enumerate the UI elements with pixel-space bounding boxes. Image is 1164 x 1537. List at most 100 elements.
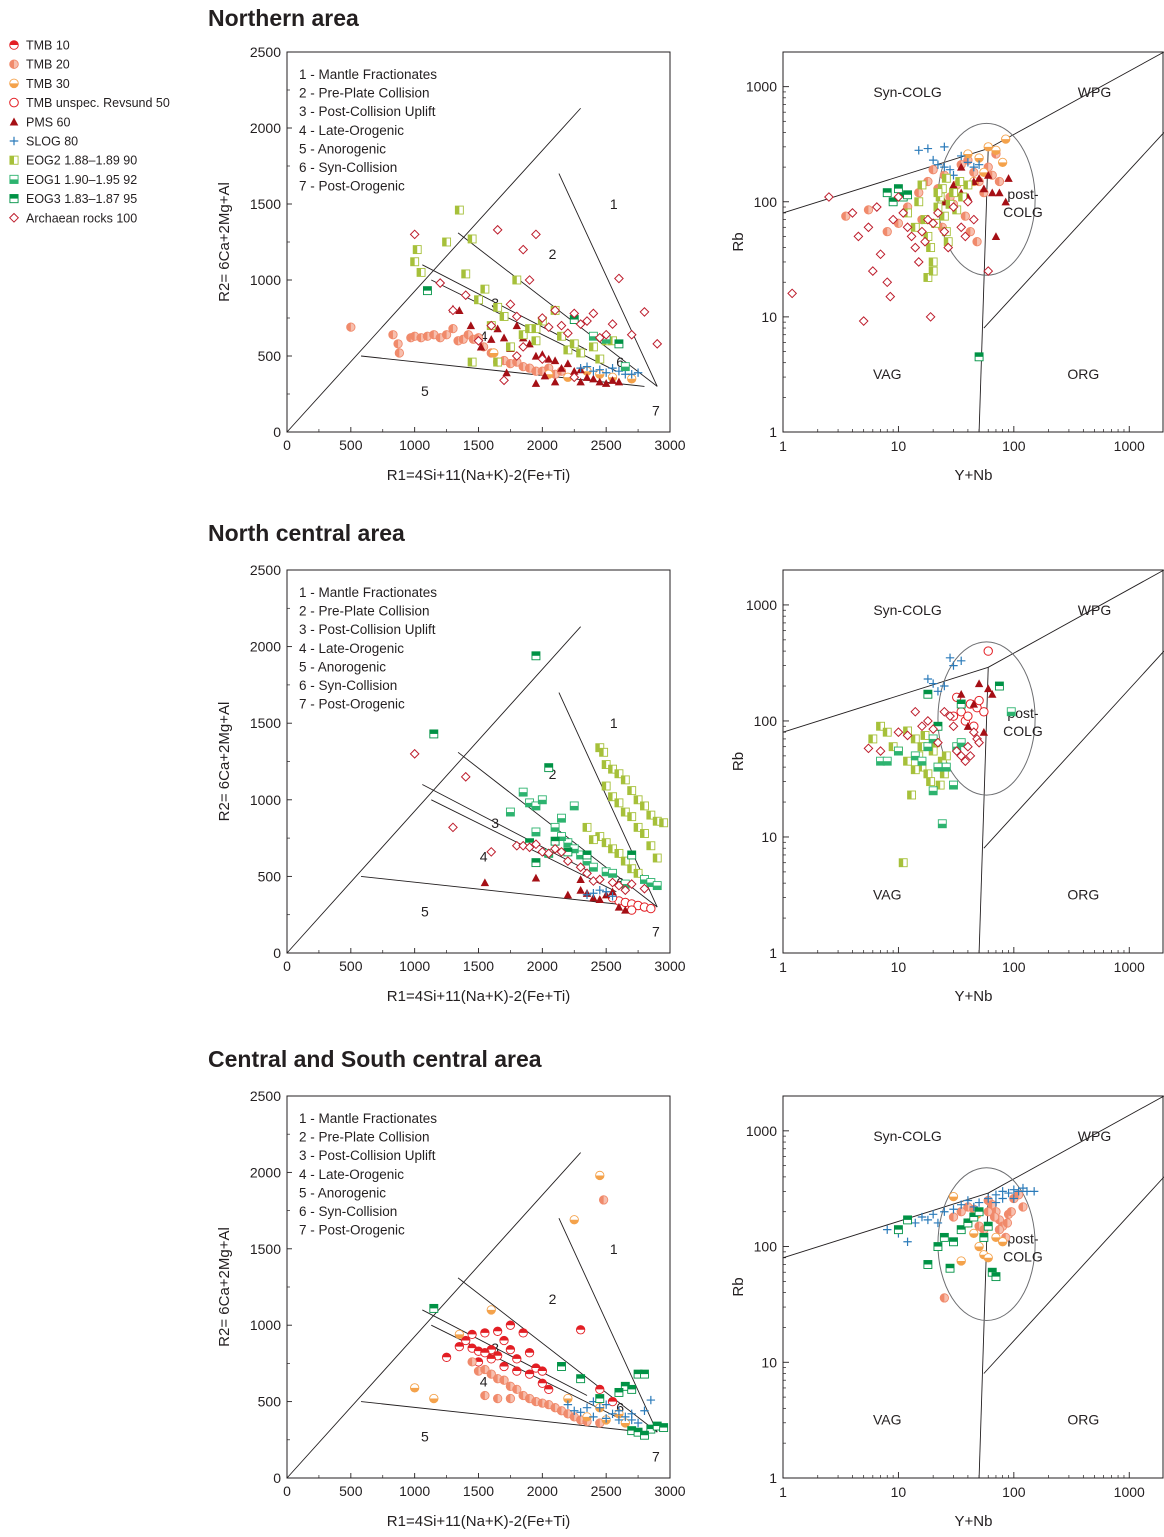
- tmb20-point: [393, 339, 403, 349]
- eog2-point: [614, 798, 624, 808]
- tmb10-point: [454, 1341, 464, 1352]
- slog-point: [949, 1205, 958, 1214]
- y-tick-label: 2000: [250, 1164, 281, 1180]
- pms-point: [531, 873, 541, 882]
- x-tick-label: 2500: [591, 1483, 622, 1499]
- slog-point: [608, 363, 617, 373]
- field-boundary-line: [983, 650, 1164, 849]
- eog1-point: [531, 827, 541, 837]
- x-tick-label: 2500: [591, 958, 622, 974]
- field-key-item: 4 - Late-Orogenic: [299, 641, 404, 656]
- eog2-point: [928, 257, 938, 267]
- arch-point: [871, 202, 882, 212]
- tmb20-point: [956, 1207, 966, 1217]
- tmb30-point: [969, 1228, 979, 1239]
- field-label-1: 1: [610, 715, 618, 731]
- x-tick-label: 2500: [591, 437, 622, 453]
- arch-point: [505, 299, 516, 310]
- pms-point: [531, 351, 541, 360]
- tmb30-point: [454, 1329, 464, 1340]
- arch-point: [575, 319, 586, 329]
- y-tick-label: 500: [258, 1394, 282, 1410]
- y-tick-label: 1500: [250, 715, 281, 731]
- x-tick-label: 3000: [654, 1483, 685, 1499]
- tmb20-point: [512, 1384, 522, 1395]
- legend-item-pms: PMS 60: [9, 115, 71, 129]
- eog2-point: [926, 243, 936, 253]
- arch-point: [882, 277, 893, 288]
- arch-point: [913, 257, 924, 267]
- eog2-point: [659, 818, 669, 828]
- slog-point: [903, 1237, 912, 1246]
- series-slog: [582, 885, 617, 901]
- series-eog3: [893, 1207, 1001, 1282]
- arch-point: [594, 332, 605, 343]
- x-tick-label: 1: [779, 959, 787, 975]
- arch-point: [983, 266, 994, 276]
- field-boundary-line: [782, 148, 989, 214]
- arch-point: [945, 711, 955, 722]
- y-axis-label: R2= 6Ca+2Mg+Al: [216, 182, 233, 302]
- eog1-point: [910, 751, 920, 761]
- arch-point: [409, 229, 420, 240]
- slog-point: [1014, 1187, 1023, 1196]
- slog-point: [940, 681, 949, 691]
- arch-point: [875, 746, 886, 756]
- slog-point: [998, 1194, 1007, 1203]
- field-label-2: 2: [549, 246, 557, 262]
- tmb30-point: [1001, 134, 1011, 144]
- y-axis-label: R2= 6Ca+2Mg+Al: [216, 1227, 233, 1347]
- pms-point: [540, 371, 550, 380]
- y-tick-label: 0: [273, 1470, 281, 1486]
- arch-point: [511, 840, 522, 851]
- eog2-point: [442, 237, 452, 247]
- tmb20-point: [467, 1357, 477, 1367]
- legend-item-tmb30: TMB 30: [9, 77, 70, 91]
- eog2-point: [569, 339, 579, 349]
- slog-point: [945, 653, 955, 663]
- eog3-point: [991, 1272, 1001, 1282]
- x-axis-label: R1=4Si+11(Na+K)-2(Fe+Ti): [387, 988, 570, 1005]
- tmb20-point: [448, 323, 458, 334]
- data-points: [787, 134, 1013, 362]
- y-tick-label: 1: [769, 1470, 777, 1486]
- eog3-point: [576, 1374, 586, 1384]
- eog3-point: [963, 1218, 973, 1228]
- eog3-point: [640, 1430, 649, 1440]
- eog1-point: [550, 822, 560, 832]
- slog-point: [646, 1395, 656, 1405]
- arch-point: [486, 846, 497, 857]
- arch-point: [582, 868, 592, 879]
- arch-point: [928, 724, 939, 735]
- slog-point: [923, 1215, 933, 1225]
- field-label-org: ORG: [1067, 886, 1099, 902]
- arch-point: [511, 311, 522, 322]
- arch-point: [928, 218, 939, 229]
- field-label-syn-colg: Syn-COLG: [873, 84, 941, 100]
- series-tmb10: [441, 1320, 618, 1407]
- field-boundary-line: [988, 569, 1164, 668]
- slog-point: [917, 1212, 927, 1222]
- tmbu-point: [974, 695, 984, 706]
- arch-point: [518, 341, 529, 352]
- y-axis-label: R2= 6Ca+2Mg+Al: [216, 702, 233, 822]
- field-label-4: 4: [480, 328, 488, 344]
- pms-point: [608, 887, 617, 896]
- field-key-item: 5 - Anorogenic: [299, 1185, 386, 1200]
- eog2-point: [646, 841, 656, 851]
- eog2-point: [493, 302, 503, 312]
- x-tick-label: 0: [283, 437, 291, 453]
- eog3-point: [974, 1207, 984, 1217]
- x-tick-label: 1000: [1114, 1484, 1145, 1500]
- arch-point: [435, 278, 446, 288]
- field-boundary-line: [360, 355, 645, 387]
- eog3-point: [614, 1387, 624, 1397]
- x-tick-label: 1000: [399, 1483, 430, 1499]
- slog-point: [601, 1414, 611, 1423]
- series-arch: [863, 706, 984, 767]
- field-key-item: 5 - Anorogenic: [299, 659, 386, 674]
- eog2-point: [640, 801, 649, 811]
- eog2-point: [467, 357, 477, 367]
- slog-point: [998, 1187, 1007, 1196]
